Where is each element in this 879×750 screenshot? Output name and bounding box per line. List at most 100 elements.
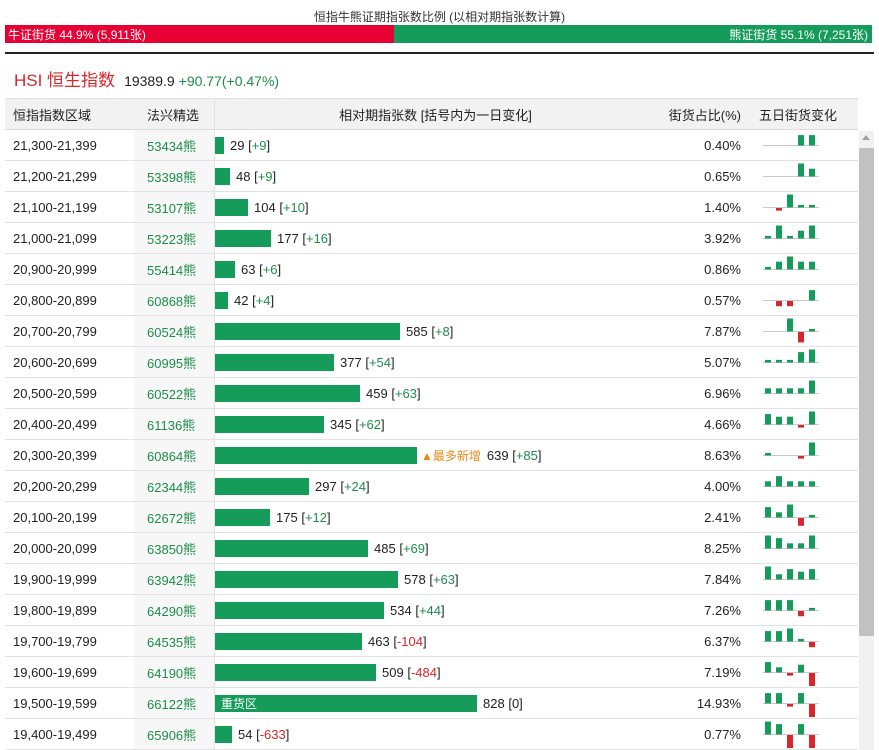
contracts-bar [215,632,362,650]
sparkline-bar [798,692,804,703]
pick-link[interactable]: 53107熊 [147,200,197,216]
table-row: 20,000-20,099 63850熊 485 [+69] 8.25% [5,533,858,564]
pick-link[interactable]: 66122熊 [147,696,197,712]
sparkline-bar [787,416,793,424]
sparkline-bar [798,134,804,145]
table-row: 19,500-19,599 66122熊 重货区 828 [0] 14.93% [5,688,858,719]
contracts-value: 585 [+8] [406,323,454,339]
sparkline-bar [809,641,815,647]
contracts-value: 459 [+63] [366,385,421,401]
sparkline-bar [765,630,771,641]
five-day-cell [741,720,858,749]
contracts-value: 534 [+44] [390,602,445,618]
contracts-value: 63 [+6] [241,261,282,277]
table-row: 20,300-20,399 60864熊 ▲最多新增 639 [+85] 8.63% [5,440,858,471]
pick-link[interactable]: 60524熊 [147,324,197,340]
pick-link[interactable]: 60995熊 [147,355,197,371]
contracts-bar [215,229,271,247]
sparkline-bar [787,599,793,610]
sparkline-bar [765,413,771,424]
pick-link[interactable]: 61136熊 [147,417,196,433]
contracts-cell: 377 [+54] [215,353,656,371]
contracts-cell: 459 [+63] [215,384,656,402]
table-row: 20,500-20,599 60522熊 459 [+63] 6.96% [5,378,858,409]
sparkline-bar [798,723,804,734]
contracts-value: 485 [+69] [374,540,429,556]
scrollbar-thumb[interactable] [859,148,874,636]
pick-link[interactable]: 60522熊 [147,386,197,402]
contracts-bar [215,322,400,340]
percent-cell: 7.26% [704,602,741,618]
pick-link[interactable]: 53398熊 [147,169,197,185]
pick-cell: 64535熊 [134,626,215,656]
sparkline-bar [776,573,782,579]
bear-ratio-segment: 熊证街货 55.1% (7,251张) [394,25,872,43]
contracts-count: 42 [234,292,249,308]
contracts-cell: 54 [-633] [215,725,656,743]
five-day-sparkline [763,289,819,306]
range-cell: 21,300-21,399 [13,137,97,153]
pick-link[interactable]: 63850熊 [147,541,197,557]
contracts-count: 639 [486,447,509,463]
contracts-cell: 509 [-484] [215,663,656,681]
pick-link[interactable]: 60864熊 [147,448,197,464]
pick-link[interactable]: 64290熊 [147,603,197,619]
sparkline-bar [809,703,815,717]
sparkline-bar [809,480,815,486]
daily-change: +9 [251,137,267,153]
range-cell: 19,800-19,899 [13,602,97,618]
pick-link[interactable]: 62344熊 [147,479,197,495]
five-day-sparkline [763,599,819,616]
contracts-count: 585 [406,323,428,339]
table-row: 21,200-21,299 53398熊 48 [+9] 0.65% [5,161,858,192]
contracts-bar [215,415,324,433]
pick-link[interactable]: 62672熊 [147,510,197,526]
sparkline-bar [809,514,815,517]
sparkline-bar [765,387,771,393]
pick-link[interactable]: 60868熊 [147,293,197,309]
pick-link[interactable]: 65906熊 [147,727,197,743]
contracts-bar [215,384,360,402]
pick-link[interactable]: 63942熊 [147,572,197,588]
header-contracts: 相对期指张数 [括号内为一日变化] [339,107,532,123]
range-cell: 19,600-19,699 [13,664,97,680]
contracts-count: 377 [340,354,362,370]
sparkline-bar [809,289,815,300]
contracts-bar [215,167,230,185]
sparkline-bar [787,256,793,269]
contracts-bar [215,198,248,216]
percent-cell: 0.77% [704,726,741,742]
contracts-bar [215,725,232,743]
sparkline-bar [809,411,815,424]
pick-link[interactable]: 64535熊 [147,634,197,650]
table-row: 21,300-21,399 53434熊 29 [+9] 0.40% [5,130,858,161]
scrollbar[interactable] [859,131,874,750]
contracts-bar [215,477,309,495]
header-percent: 街货占比(%) [668,107,741,123]
five-day-cell [741,193,858,222]
contracts-value: 578 [+63] [404,571,459,587]
range-cell: 20,500-20,599 [13,385,97,401]
table-row: 19,800-19,899 64290熊 534 [+44] 7.26% [5,595,858,626]
scroll-up-arrow-icon[interactable] [862,135,870,140]
percent-cell: 0.86% [704,261,741,277]
sparkline-bar [787,703,793,707]
five-day-sparkline [763,134,819,146]
range-cell: 19,500-19,599 [13,695,97,711]
pick-link[interactable]: 64190熊 [147,665,197,681]
sparkline-bar [776,599,782,610]
five-day-sparkline [763,721,819,748]
sparkline-bar [798,204,804,207]
percent-cell: 5.07% [704,354,741,370]
pick-link[interactable]: 53223熊 [147,231,197,247]
contracts-count: 463 [368,633,390,649]
sparkline-bar [776,416,782,424]
percent-cell: 8.63% [704,447,741,463]
five-day-cell [741,534,858,563]
pick-link[interactable]: 53434熊 [147,138,197,154]
contracts-value: 54 [-633] [238,726,290,742]
sparkline-bar [798,517,804,526]
range-cell: 19,900-19,999 [13,571,97,587]
daily-change: +9 [257,168,273,184]
pick-link[interactable]: 55414熊 [147,262,197,278]
